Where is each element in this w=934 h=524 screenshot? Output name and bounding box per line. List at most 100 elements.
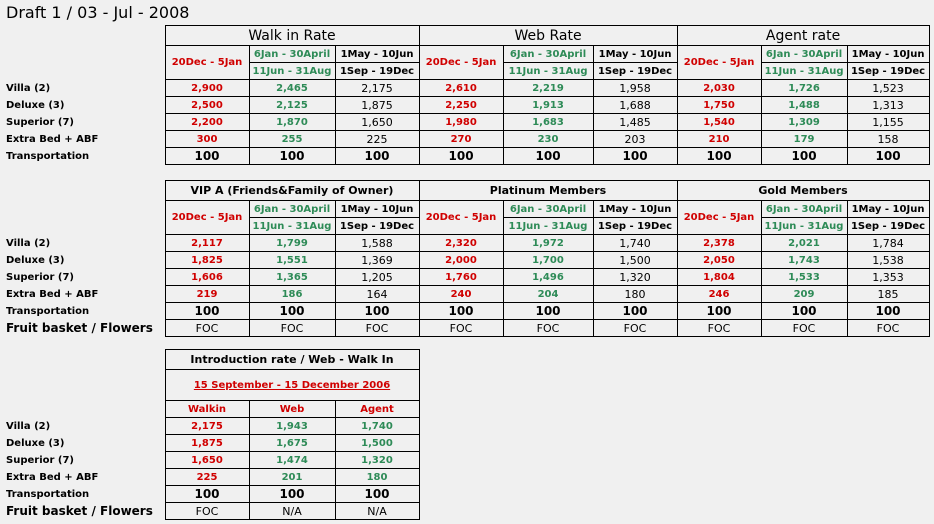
- rate-cell: 1,496: [502, 268, 594, 286]
- season-mid: 6Jan - 30April: [248, 200, 336, 218]
- rate-cell: 1,740: [334, 417, 420, 435]
- row-label: Superior (7): [6, 116, 75, 128]
- rate-cell: 1,353: [846, 268, 930, 286]
- season-high: 20Dec - 5Jan: [164, 200, 250, 235]
- rate-cell: 1,743: [760, 251, 848, 269]
- season-high: 20Dec - 5Jan: [418, 200, 504, 235]
- rate-cell: 225: [334, 130, 420, 148]
- rate-cell: FOC: [248, 319, 336, 337]
- rate-cell: 1,365: [248, 268, 336, 286]
- season-mid: 6Jan - 30April: [502, 200, 594, 218]
- rate-cell: 209: [760, 285, 848, 303]
- rate-cell: N/A: [248, 502, 336, 520]
- rate-cell: 1,533: [760, 268, 848, 286]
- rate-cell: 164: [334, 285, 420, 303]
- rate-cell: FOC: [164, 319, 250, 337]
- table-row: Villa (2) 2,900 2,465 2,175 2,610 2,219 …: [2, 79, 930, 97]
- rate-cell: 2,050: [676, 251, 762, 269]
- rate-cell: 2,000: [418, 251, 504, 269]
- rate-cell: 180: [334, 468, 420, 486]
- table-row: Villa (2) 2,175 1,943 1,740: [2, 417, 420, 435]
- season-low: 1Sep - 19Dec: [592, 217, 678, 235]
- rate-cell: 1,688: [592, 96, 678, 114]
- rate-cell: 1,313: [846, 96, 930, 114]
- intro-date-cell: 15 September - 15 December 2006: [164, 369, 420, 401]
- rate-cell: 2,021: [760, 234, 848, 252]
- table-row: Transportation 100 100 100 100 100 100 1…: [2, 302, 930, 320]
- rate-cell: 2,175: [164, 417, 250, 435]
- rate-cell: FOC: [164, 502, 250, 520]
- rate-cell: 1,740: [592, 234, 678, 252]
- rate-cell: 1,943: [248, 417, 336, 435]
- rate-cell: 100: [592, 302, 678, 320]
- rate-cell: 100: [334, 147, 420, 165]
- row-label: Fruit basket / Flowers: [6, 504, 153, 518]
- table-row: Superior (7) 1,650 1,474 1,320: [2, 451, 420, 469]
- rate-cell: 100: [846, 147, 930, 165]
- rate-cell: FOC: [846, 319, 930, 337]
- rate-cell: 2,610: [418, 79, 504, 97]
- rate-cell: 255: [248, 130, 336, 148]
- row-label: Superior (7): [6, 454, 75, 466]
- rate-cell: 1,488: [760, 96, 848, 114]
- group-header: Platinum Members: [418, 180, 678, 201]
- rate-cell: 1,606: [164, 268, 250, 286]
- intro-rate-table: Introduction rate / Web - Walk In 15 Sep…: [2, 349, 420, 520]
- rate-cell: 179: [760, 130, 848, 148]
- season-mid: 6Jan - 30April: [502, 45, 594, 63]
- season-low: 1Sep - 19Dec: [334, 62, 420, 80]
- rate-cell: 2,500: [164, 96, 250, 114]
- rate-cell: 2,030: [676, 79, 762, 97]
- rate-cell: 1,726: [760, 79, 848, 97]
- rate-cell: FOC: [760, 319, 848, 337]
- season-high: 20Dec - 5Jan: [418, 45, 504, 80]
- row-label: Transportation: [6, 150, 90, 162]
- rate-cell: 1,870: [248, 113, 336, 131]
- rate-cell: N/A: [334, 502, 420, 520]
- season-mid: 11Jun - 31Aug: [248, 62, 336, 80]
- season-mid: 6Jan - 30April: [248, 45, 336, 63]
- row-label: Deluxe (3): [6, 437, 65, 449]
- rate-cell: 1,980: [418, 113, 504, 131]
- season-mid: 11Jun - 31Aug: [502, 217, 594, 235]
- rate-cell: 1,825: [164, 251, 250, 269]
- rate-cell: 100: [248, 147, 336, 165]
- season-low: 1May - 10Jun: [846, 200, 930, 218]
- rate-table-1: Walk in Rate Web Rate Agent rate 20Dec -…: [2, 25, 930, 165]
- rate-cell: 203: [592, 130, 678, 148]
- rate-cell: 2,175: [334, 79, 420, 97]
- rate-cell: 100: [760, 147, 848, 165]
- rate-cell: 1,675: [248, 434, 336, 452]
- rate-cell: FOC: [592, 319, 678, 337]
- rate-cell: 100: [164, 147, 250, 165]
- rate-cell: 100: [248, 302, 336, 320]
- rate-cell: 1,500: [334, 434, 420, 452]
- season-low: 1May - 10Jun: [846, 45, 930, 63]
- rate-cell: FOC: [418, 319, 504, 337]
- rate-cell: 100: [248, 485, 336, 503]
- rate-cell: FOC: [334, 319, 420, 337]
- rate-cell: 100: [418, 147, 504, 165]
- rate-cell: 180: [592, 285, 678, 303]
- rate-cell: 1,913: [502, 96, 594, 114]
- rate-cell: 1,958: [592, 79, 678, 97]
- table-row: Deluxe (3) 1,875 1,675 1,500: [2, 434, 420, 452]
- table-row: Deluxe (3) 1,825 1,551 1,369 2,000 1,700…: [2, 251, 930, 269]
- rate-cell: 1,804: [676, 268, 762, 286]
- season-low: 1May - 10Jun: [592, 45, 678, 63]
- row-label: Transportation: [6, 488, 90, 500]
- rate-cell: 204: [502, 285, 594, 303]
- rate-cell: 1,799: [248, 234, 336, 252]
- season-high: 20Dec - 5Jan: [676, 200, 762, 235]
- season-mid: 11Jun - 31Aug: [760, 62, 848, 80]
- rate-cell: 1,538: [846, 251, 930, 269]
- rate-cell: 186: [248, 285, 336, 303]
- season-low: 1Sep - 19Dec: [846, 62, 930, 80]
- rate-cell: 240: [418, 285, 504, 303]
- season-low: 1May - 10Jun: [334, 200, 420, 218]
- rate-cell: 2,219: [502, 79, 594, 97]
- rate-cell: FOC: [502, 319, 594, 337]
- season-low: 1May - 10Jun: [334, 45, 420, 63]
- rate-cell: 1,875: [334, 96, 420, 114]
- rate-table-2: VIP A (Friends&Family of Owner) Platinum…: [2, 180, 930, 337]
